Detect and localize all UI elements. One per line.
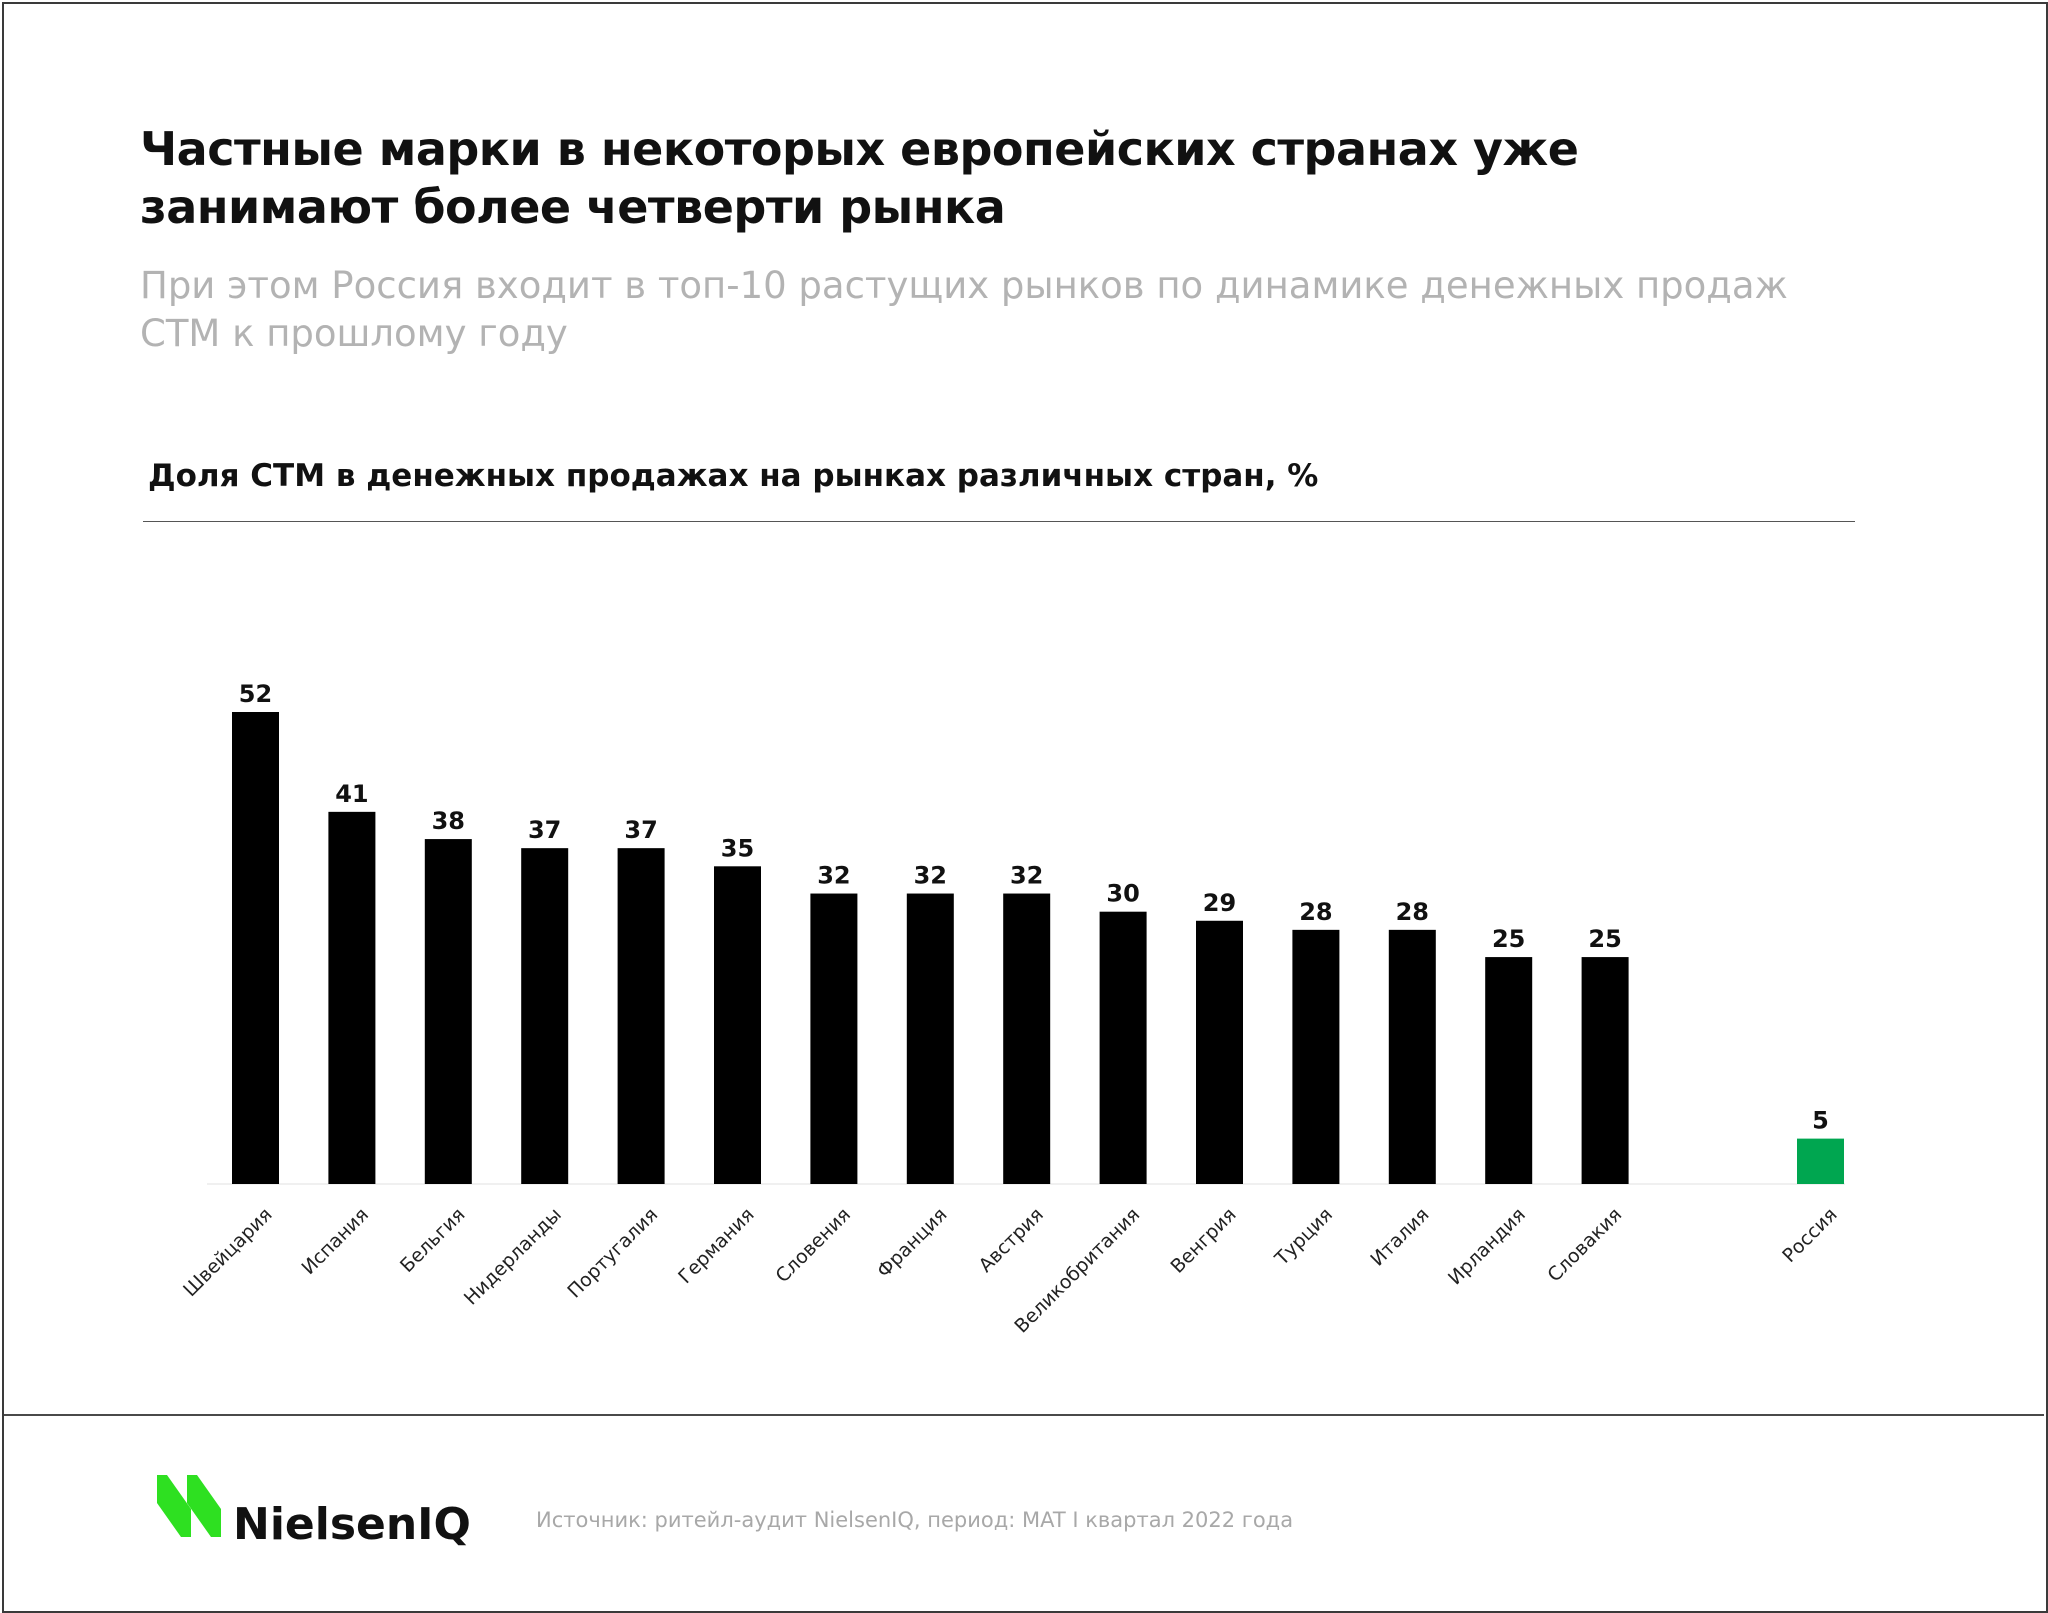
tick-label-6: Германия <box>674 1204 759 1289</box>
value-label-14: 25 <box>1492 925 1525 953</box>
value-label-9: 32 <box>1010 862 1043 890</box>
bar-3 <box>424 839 472 1184</box>
bar-13 <box>1388 929 1436 1184</box>
tick-label-15: Словакия <box>1543 1204 1626 1287</box>
value-label-16: 5 <box>1812 1107 1829 1135</box>
bar-16 <box>1797 1138 1844 1184</box>
bar-11 <box>1196 920 1243 1184</box>
bar-9 <box>1003 893 1051 1184</box>
bar-6 <box>714 866 761 1184</box>
tick-label-7: Словения <box>772 1204 856 1288</box>
value-label-5: 37 <box>624 816 657 844</box>
bar-7 <box>810 893 858 1184</box>
source-note: Источник: ритейл-аудит NielsenIQ, период… <box>536 1508 1294 1532</box>
nielseniq-logo-mark <box>157 1475 221 1537</box>
tick-label-1: Швейцария <box>179 1204 277 1302</box>
slide-title: Частные марки в некоторых европейских ст… <box>140 122 1579 234</box>
bar-12 <box>1292 929 1340 1184</box>
tick-label-14: Ирландия <box>1444 1204 1530 1290</box>
value-label-4: 37 <box>528 816 561 844</box>
bar-10 <box>1099 911 1147 1184</box>
bar-4 <box>521 848 569 1184</box>
value-label-12: 28 <box>1299 898 1332 926</box>
tick-label-5: Португалия <box>563 1204 662 1303</box>
value-label-2: 41 <box>335 780 368 808</box>
value-label-11: 29 <box>1203 889 1236 917</box>
value-label-15: 25 <box>1588 925 1621 953</box>
footer-divider <box>4 1414 2044 1416</box>
nielseniq-logo: NielsenIQ <box>157 1475 471 1550</box>
bar-chart: 52 41 38 37 37 35 32 32 32 30 29 28 28 25 25 5 Швейцари… <box>179 680 1845 1337</box>
value-label-6: 35 <box>721 834 754 862</box>
value-label-8: 32 <box>914 862 947 890</box>
bar-15 <box>1581 957 1629 1184</box>
tick-label-11: Венгрия <box>1166 1204 1240 1278</box>
value-label-1: 52 <box>239 680 272 708</box>
bar-2 <box>328 811 376 1184</box>
tick-label-8: Франция <box>873 1204 952 1283</box>
bar-5 <box>617 848 665 1184</box>
chart-title: Доля СТМ в денежных продажах на рынках р… <box>148 458 1319 494</box>
value-label-3: 38 <box>432 807 465 835</box>
bar-14 <box>1485 957 1533 1184</box>
value-label-10: 30 <box>1106 880 1139 908</box>
bar-8 <box>906 893 954 1184</box>
chart-title-divider <box>143 521 1855 522</box>
tick-label-3: Бельгия <box>396 1204 469 1277</box>
tick-label-9: Австрия <box>975 1204 1048 1277</box>
bar-1 <box>232 712 279 1184</box>
tick-label-13: Италия <box>1366 1204 1433 1271</box>
tick-label-12: Турция <box>1270 1204 1337 1271</box>
tick-label-2: Испания <box>297 1204 373 1280</box>
slide-subtitle: При этом Россия входит в топ-10 растущих… <box>140 264 1788 355</box>
value-label-13: 28 <box>1396 898 1429 926</box>
nielseniq-logo-text: NielsenIQ <box>233 1499 471 1550</box>
tick-label-4: Нидерланды <box>460 1204 566 1310</box>
value-label-7: 32 <box>817 862 850 890</box>
tick-label-16: Россия <box>1778 1204 1841 1267</box>
